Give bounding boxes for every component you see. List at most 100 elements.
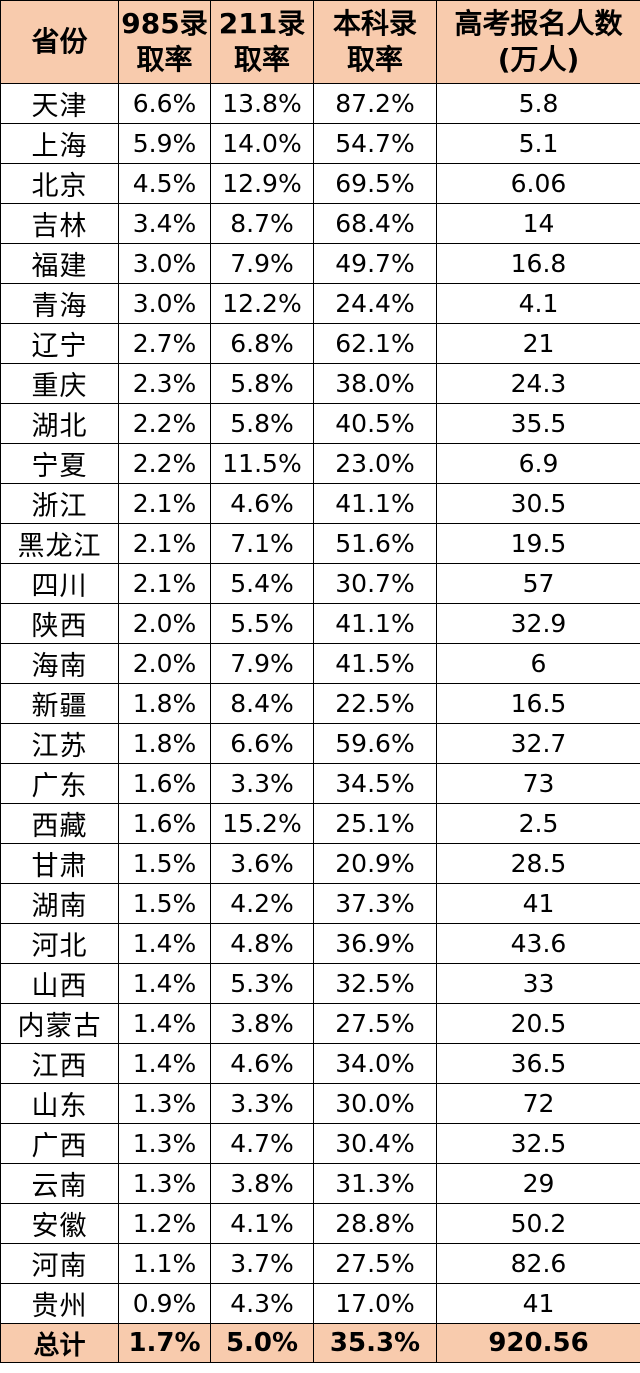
cell-985-rate: 1.3%: [118, 1123, 211, 1164]
table-row: 天津 6.6% 13.8% 87.2% 5.8: [0, 83, 640, 124]
cell-undergrad-rate: 30.7%: [313, 563, 437, 604]
cell-applicants: 14: [436, 203, 640, 244]
table-row: 西藏 1.6% 15.2% 25.1% 2.5: [0, 803, 640, 844]
cell-985-rate: 1.1%: [118, 1243, 211, 1284]
cell-applicants: 29: [436, 1163, 640, 1204]
table-row: 宁夏 2.2% 11.5% 23.0% 6.9: [0, 443, 640, 484]
cell-985-rate: 1.5%: [118, 843, 211, 884]
cell-undergrad-rate: 32.5%: [313, 963, 437, 1004]
cell-undergrad-rate: 17.0%: [313, 1283, 437, 1324]
cell-applicants: 43.6: [436, 923, 640, 964]
cell-211-rate: 5.4%: [210, 563, 314, 604]
cell-undergrad-rate: 41.1%: [313, 603, 437, 644]
cell-985-rate: 6.6%: [118, 83, 211, 124]
cell-province: 重庆: [0, 363, 119, 404]
cell-undergrad-rate: 36.9%: [313, 923, 437, 964]
table-row: 江苏 1.8% 6.6% 59.6% 32.7: [0, 723, 640, 764]
total-applicants: 920.56: [436, 1323, 640, 1363]
cell-applicants: 5.1: [436, 123, 640, 164]
cell-applicants: 35.5: [436, 403, 640, 444]
cell-211-rate: 13.8%: [210, 83, 314, 124]
table-row: 安徽 1.2% 4.1% 28.8% 50.2: [0, 1203, 640, 1244]
cell-985-rate: 1.3%: [118, 1083, 211, 1124]
cell-province: 甘肃: [0, 843, 119, 884]
table-row: 青海 3.0% 12.2% 24.4% 4.1: [0, 283, 640, 324]
cell-applicants: 32.9: [436, 603, 640, 644]
total-row: 总计 1.7% 5.0% 35.3% 920.56: [0, 1323, 640, 1363]
cell-211-rate: 3.8%: [210, 1163, 314, 1204]
table-row: 河南 1.1% 3.7% 27.5% 82.6: [0, 1243, 640, 1284]
table-row: 陕西 2.0% 5.5% 41.1% 32.9: [0, 603, 640, 644]
table-row: 湖南 1.5% 4.2% 37.3% 41: [0, 883, 640, 924]
cell-applicants: 41: [436, 883, 640, 924]
cell-985-rate: 1.6%: [118, 803, 211, 844]
cell-province: 四川: [0, 563, 119, 604]
cell-985-rate: 1.4%: [118, 923, 211, 964]
cell-applicants: 6.9: [436, 443, 640, 484]
cell-applicants: 5.8: [436, 83, 640, 124]
header-row: 省份 985录 取率 211录 取率 本科录 取率 高考报名人数 (万人): [0, 0, 640, 84]
total-label: 总计: [0, 1323, 119, 1363]
cell-applicants: 72: [436, 1083, 640, 1124]
cell-211-rate: 5.8%: [210, 403, 314, 444]
cell-undergrad-rate: 51.6%: [313, 523, 437, 564]
cell-applicants: 30.5: [436, 483, 640, 524]
table-row: 福建 3.0% 7.9% 49.7% 16.8: [0, 243, 640, 284]
cell-985-rate: 3.0%: [118, 243, 211, 284]
cell-211-rate: 7.1%: [210, 523, 314, 564]
cell-province: 北京: [0, 163, 119, 204]
cell-applicants: 73: [436, 763, 640, 804]
table-body: 天津 6.6% 13.8% 87.2% 5.8 上海 5.9% 14.0% 54.7% 5.1 北京…: [0, 83, 640, 1324]
cell-applicants: 32.5: [436, 1123, 640, 1164]
cell-province: 上海: [0, 123, 119, 164]
cell-undergrad-rate: 30.0%: [313, 1083, 437, 1124]
table-header: 省份 985录 取率 211录 取率 本科录 取率 高考报名人数 (万人): [0, 0, 640, 84]
cell-undergrad-rate: 41.5%: [313, 643, 437, 684]
cell-province: 海南: [0, 643, 119, 684]
cell-985-rate: 3.4%: [118, 203, 211, 244]
cell-applicants: 36.5: [436, 1043, 640, 1084]
cell-985-rate: 4.5%: [118, 163, 211, 204]
cell-province: 云南: [0, 1163, 119, 1204]
table-row: 甘肃 1.5% 3.6% 20.9% 28.5: [0, 843, 640, 884]
cell-province: 内蒙古: [0, 1003, 119, 1044]
cell-province: 贵州: [0, 1283, 119, 1324]
cell-province: 广东: [0, 763, 119, 804]
cell-province: 江西: [0, 1043, 119, 1084]
cell-undergrad-rate: 30.4%: [313, 1123, 437, 1164]
header-province: 省份: [0, 0, 119, 84]
table-row: 辽宁 2.7% 6.8% 62.1% 21: [0, 323, 640, 364]
cell-985-rate: 2.1%: [118, 523, 211, 564]
cell-applicants: 16.5: [436, 683, 640, 724]
cell-211-rate: 8.4%: [210, 683, 314, 724]
cell-province: 天津: [0, 83, 119, 124]
cell-985-rate: 1.8%: [118, 683, 211, 724]
cell-undergrad-rate: 87.2%: [313, 83, 437, 124]
cell-211-rate: 6.8%: [210, 323, 314, 364]
cell-211-rate: 12.9%: [210, 163, 314, 204]
cell-province: 新疆: [0, 683, 119, 724]
cell-undergrad-rate: 69.5%: [313, 163, 437, 204]
cell-211-rate: 6.6%: [210, 723, 314, 764]
cell-undergrad-rate: 49.7%: [313, 243, 437, 284]
cell-985-rate: 1.4%: [118, 1003, 211, 1044]
cell-211-rate: 4.2%: [210, 883, 314, 924]
total-985-rate: 1.7%: [118, 1323, 211, 1363]
header-undergrad-rate: 本科录 取率: [313, 0, 437, 84]
cell-applicants: 50.2: [436, 1203, 640, 1244]
cell-province: 西藏: [0, 803, 119, 844]
total-undergrad-rate: 35.3%: [313, 1323, 437, 1363]
cell-211-rate: 3.7%: [210, 1243, 314, 1284]
cell-211-rate: 15.2%: [210, 803, 314, 844]
cell-province: 浙江: [0, 483, 119, 524]
cell-province: 吉林: [0, 203, 119, 244]
cell-undergrad-rate: 38.0%: [313, 363, 437, 404]
header-applicants: 高考报名人数 (万人): [436, 0, 640, 84]
table-row: 山西 1.4% 5.3% 32.5% 33: [0, 963, 640, 1004]
cell-985-rate: 3.0%: [118, 283, 211, 324]
cell-applicants: 57: [436, 563, 640, 604]
cell-985-rate: 2.1%: [118, 563, 211, 604]
cell-985-rate: 1.4%: [118, 1043, 211, 1084]
cell-985-rate: 1.5%: [118, 883, 211, 924]
